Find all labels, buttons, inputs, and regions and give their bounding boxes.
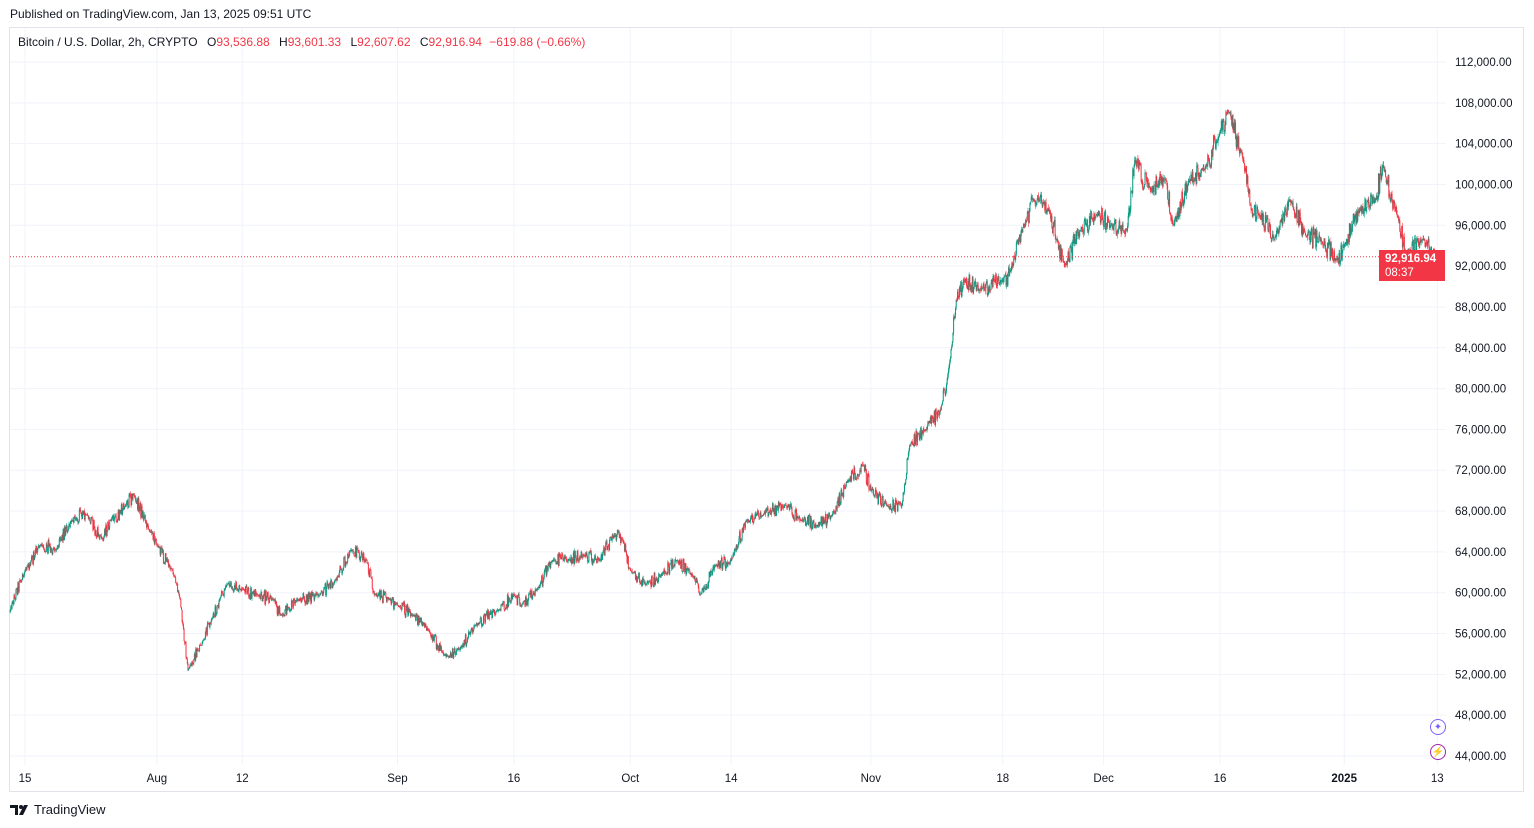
high-value: 93,601.33: [287, 35, 342, 49]
x-tick-label: 14: [725, 773, 738, 785]
y-tick-label: 104,000.00: [1455, 139, 1513, 151]
x-tick-label: Aug: [147, 773, 167, 785]
y-tick-label: 92,000.00: [1455, 261, 1506, 273]
lightning-icon[interactable]: ⚡: [1430, 744, 1446, 760]
change-value: −619.88 (−0.66%): [489, 35, 586, 49]
x-tick-label: Sep: [387, 773, 407, 785]
y-tick-label: 100,000.00: [1455, 179, 1513, 191]
high-label: H: [279, 35, 288, 49]
open-label: O: [206, 35, 217, 49]
y-tick-label: 96,000.00: [1455, 220, 1506, 232]
y-tick-label: 68,000.00: [1455, 506, 1506, 518]
bar-countdown: 08:37: [1385, 267, 1414, 279]
candles: [9, 109, 1438, 672]
x-tick-label: Oct: [621, 773, 640, 785]
x-tick-label: 2025: [1331, 773, 1357, 785]
y-tick-label: 112,000.00: [1455, 57, 1512, 69]
last-price-label: 92,916.94 08:37: [1379, 250, 1445, 281]
x-tick-label: Nov: [861, 773, 882, 785]
x-tick-label: 16: [507, 773, 520, 785]
y-tick-label: 80,000.00: [1455, 384, 1506, 396]
y-tick-label: 44,000.00: [1455, 751, 1506, 763]
open-value: 93,536.88: [216, 35, 270, 49]
x-tick-label: Dec: [1093, 773, 1114, 785]
y-tick-label: 64,000.00: [1455, 547, 1506, 559]
time-axis: 15 Aug 12 Sep 16 Oct 14 Nov 18 Dec 16 2025 13: [19, 773, 1444, 785]
y-tick-label: 88,000.00: [1455, 302, 1506, 314]
y-tick-label: 56,000.00: [1455, 629, 1506, 641]
close-value: 92,916.94: [428, 35, 482, 49]
legend: Bitcoin / U.S. Dollar, 2h, CRYPTO O93,53…: [18, 35, 585, 49]
x-tick-label: 15: [19, 773, 32, 785]
y-tick-label: 108,000.00: [1455, 98, 1513, 110]
published-note: Published on TradingView.com, Jan 13, 20…: [10, 7, 312, 21]
tradingview-logo-icon: [10, 804, 28, 815]
brand-name: TradingView: [34, 802, 106, 817]
x-tick-label: 13: [1431, 773, 1444, 785]
x-tick-label: 18: [996, 773, 1009, 785]
x-tick-label: 12: [236, 773, 249, 785]
symbol-title[interactable]: Bitcoin / U.S. Dollar, 2h, CRYPTO: [18, 35, 198, 49]
chart-pane[interactable]: [9, 27, 1524, 792]
y-tick-label: 48,000.00: [1455, 710, 1506, 722]
y-tick-label: 60,000.00: [1455, 588, 1506, 600]
grid: [10, 28, 1446, 765]
low-label: L: [350, 35, 358, 49]
sparkle-icon[interactable]: ✦: [1430, 719, 1446, 735]
price-axis: 112,000.00 108,000.00 104,000.00 100,000.00…: [1455, 57, 1513, 763]
y-tick-label: 52,000.00: [1455, 669, 1506, 681]
y-tick-label: 76,000.00: [1455, 424, 1506, 436]
tradingview-logo[interactable]: TradingView: [10, 802, 106, 817]
close-label: C: [419, 35, 429, 49]
y-tick-label: 72,000.00: [1455, 465, 1506, 477]
y-tick-label: 84,000.00: [1455, 343, 1506, 355]
last-price-value: 92,916.94: [1385, 253, 1437, 265]
x-tick-label: 16: [1214, 773, 1227, 785]
low-value: 92,607.62: [357, 35, 411, 49]
